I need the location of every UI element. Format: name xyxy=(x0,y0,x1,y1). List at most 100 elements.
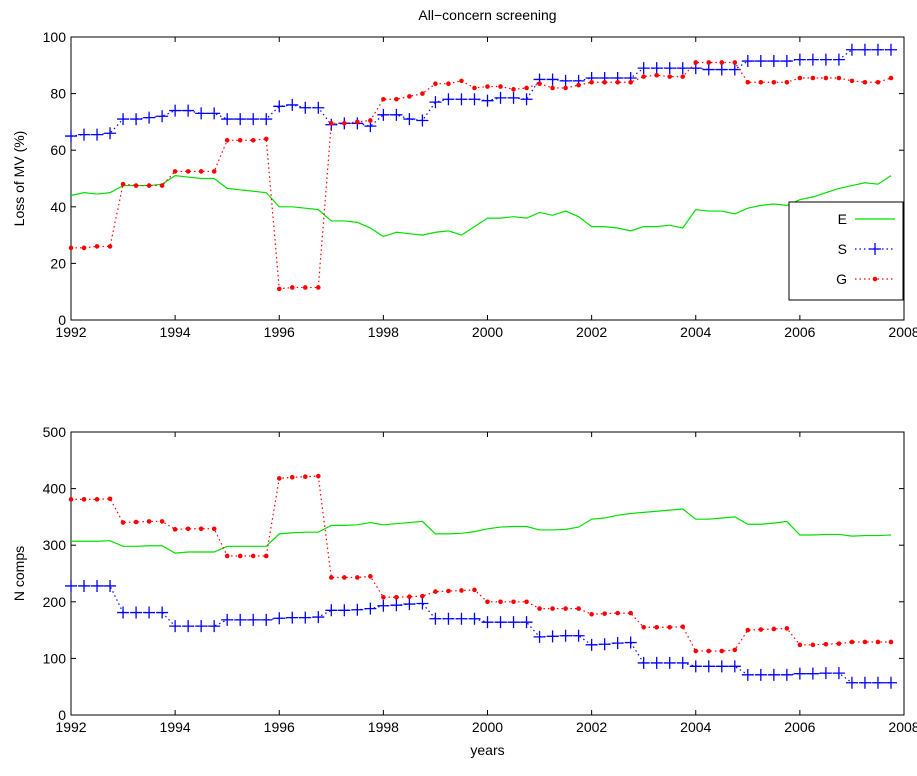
data-point xyxy=(589,611,594,617)
data-point xyxy=(185,526,191,532)
data-point xyxy=(780,55,793,68)
data-point xyxy=(563,85,568,91)
x-tick-label: 2000 xyxy=(472,719,503,735)
data-point xyxy=(585,638,598,651)
data-point xyxy=(836,75,842,81)
y-tick-label: 60 xyxy=(50,142,66,158)
data-point xyxy=(172,169,178,174)
data-point xyxy=(533,630,546,643)
data-point xyxy=(845,676,858,689)
data-point xyxy=(537,81,542,86)
data-point xyxy=(355,575,360,580)
data-point xyxy=(302,474,308,480)
data-point xyxy=(810,642,816,648)
data-point xyxy=(719,60,725,65)
data-point xyxy=(299,101,312,114)
data-point xyxy=(65,579,77,592)
data-point xyxy=(446,81,451,86)
data-point xyxy=(120,520,126,525)
data-point xyxy=(823,641,829,647)
chart-title: All−concern screening xyxy=(418,7,556,23)
data-point xyxy=(377,108,390,121)
data-point xyxy=(416,114,429,127)
data-point xyxy=(702,63,715,76)
data-point xyxy=(403,598,416,611)
data-point xyxy=(507,91,520,104)
data-point xyxy=(628,79,633,85)
x-axis-label: years xyxy=(470,742,504,758)
data-point xyxy=(273,612,286,625)
data-point xyxy=(407,594,412,600)
data-point xyxy=(117,606,130,619)
data-point xyxy=(628,610,633,616)
data-point xyxy=(732,647,738,653)
data-point xyxy=(719,648,725,654)
series-line xyxy=(71,585,891,684)
data-point xyxy=(208,107,221,120)
legend-box xyxy=(788,201,904,301)
data-point xyxy=(667,624,673,630)
data-point xyxy=(663,656,676,669)
x-tick-label: 1996 xyxy=(264,324,295,340)
y-tick-label: 80 xyxy=(50,86,66,102)
data-point xyxy=(836,641,842,646)
data-point xyxy=(511,599,516,605)
data-point xyxy=(455,93,468,106)
data-point xyxy=(637,62,650,75)
data-point xyxy=(159,183,165,188)
data-point xyxy=(771,79,777,85)
data-point xyxy=(728,660,741,673)
data-point xyxy=(741,55,754,68)
data-point xyxy=(156,606,169,619)
data-point xyxy=(810,75,816,81)
data-point xyxy=(559,74,572,87)
data-point xyxy=(104,579,117,592)
data-point xyxy=(198,169,204,174)
data-point xyxy=(715,63,728,76)
data-point xyxy=(276,476,282,481)
data-point xyxy=(250,553,256,559)
data-point xyxy=(364,602,377,615)
data-point xyxy=(784,79,790,85)
data-point xyxy=(159,519,165,524)
x-tick-label: 2002 xyxy=(576,719,607,735)
data-point xyxy=(767,55,780,68)
y-axis-label: Loss of MV (%) xyxy=(11,131,27,227)
data-point xyxy=(195,107,208,120)
data-point xyxy=(546,630,559,643)
x-tick-label: 2000 xyxy=(472,324,503,340)
data-point xyxy=(875,639,881,645)
legend-marker xyxy=(869,243,881,255)
data-point xyxy=(182,620,195,633)
data-point xyxy=(420,593,425,599)
data-point xyxy=(442,612,455,625)
data-point xyxy=(407,94,412,99)
data-point xyxy=(351,603,364,616)
data-point xyxy=(208,620,221,633)
data-point xyxy=(550,85,555,91)
data-point xyxy=(263,553,269,559)
data-point xyxy=(342,575,347,580)
y-tick-label: 0 xyxy=(58,312,66,328)
series-line xyxy=(70,175,892,238)
data-point xyxy=(329,121,334,126)
data-point xyxy=(286,611,299,624)
data-point xyxy=(420,91,425,96)
data-point xyxy=(819,667,832,680)
x-tick-label: 2002 xyxy=(576,324,607,340)
data-point xyxy=(754,668,767,681)
data-point xyxy=(381,594,386,600)
x-tick-label: 2006 xyxy=(784,719,815,735)
data-point xyxy=(680,624,686,630)
data-point xyxy=(546,73,559,86)
data-point xyxy=(390,599,403,612)
data-point xyxy=(589,79,594,85)
x-tick-label: 1992 xyxy=(55,719,86,735)
data-point xyxy=(858,43,871,56)
data-point xyxy=(416,597,429,610)
y-tick-label: 300 xyxy=(43,537,67,553)
data-point xyxy=(537,606,542,611)
data-point xyxy=(289,285,295,290)
x-tick-label: 2008 xyxy=(888,324,917,340)
data-point xyxy=(459,588,464,593)
